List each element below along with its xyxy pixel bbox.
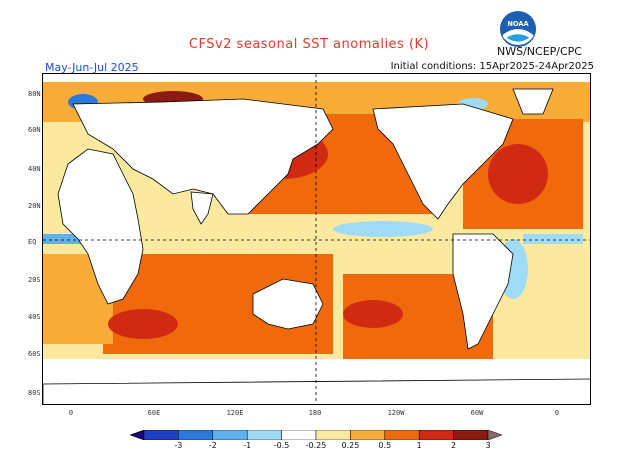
lon-label: 60E [147,409,161,417]
season-label: May-Jun-Jul 2025 [45,61,139,74]
lat-label: 20S [28,276,41,284]
colorbar-tick-label: 3 [485,441,491,450]
lat-label: 40S [28,313,41,321]
lat-label: 80S [28,389,41,397]
lat-label: 60S [28,350,41,358]
colorbar-segment [281,430,317,440]
lon-label: 180 [308,409,322,417]
lat-label: 60N [28,126,41,134]
lon-label: 120E [226,409,244,417]
sst-anomaly-field [43,74,590,404]
lat-label: EQ [28,238,37,246]
colorbar-tick-label: 2 [451,441,457,450]
colorbar-tick-label: -3 [174,441,183,450]
lon-label: 0 [554,409,560,417]
lon-label: 120W [387,409,405,417]
colorbar-tick-label: -2 [208,441,217,450]
lat-label: 40N [28,165,41,173]
colorbar-low-extend [130,430,145,440]
land-masses [43,88,590,404]
colorbar-tick-label: -1 [243,441,252,450]
logo-text: NOAA [507,20,529,28]
lon-label: 60W [470,409,484,417]
colorbar-tick-label: -0.25 [305,441,327,450]
initial-conditions-label: Initial conditions: 15Apr2025-24Apr2025 [390,61,594,72]
colorbar-segment [212,430,248,440]
colorbar-segment [350,430,386,440]
colorbar-segment [143,430,179,440]
lat-label: 20N [28,202,41,210]
colorbar-tick-label: 0.25 [341,441,360,450]
colorbar-segment [178,430,214,440]
colorbar-segment [418,430,454,440]
colorbar-tick-label: 0.5 [378,441,392,450]
colorbar-tick-label: -0.5 [273,441,290,450]
colorbar-segment [246,430,282,440]
colorbar-segment [453,430,489,440]
noaa-logo-icon: NOAA [499,10,537,48]
sst-map [42,73,591,405]
chart-title: CFSv2 seasonal SST anomalies (K) [188,37,430,52]
agency-label: NWS/NCEP/CPC [497,45,582,58]
lon-label: 0 [68,409,74,417]
lat-label: 80N [28,90,41,98]
colorbar-segment [315,430,351,440]
colorbar [130,430,502,440]
colorbar-segment [384,430,420,440]
colorbar-tick-label: 1 [416,441,422,450]
colorbar-high-extend [487,430,502,440]
